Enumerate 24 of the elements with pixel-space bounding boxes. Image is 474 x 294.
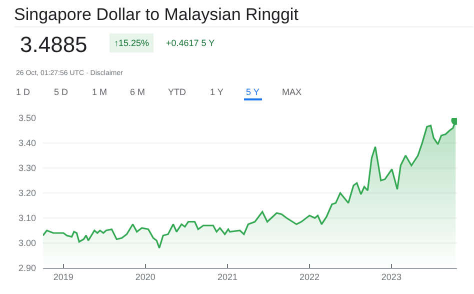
text: +0.4617 5 Y [166, 38, 215, 48]
x-tick-label: 2021 [218, 272, 238, 282]
text: 5 D [54, 87, 69, 97]
text: 1 Y [210, 87, 224, 97]
text: YTD [168, 87, 186, 97]
text: 1 M [92, 87, 108, 97]
y-tick-label: 2.90 [18, 263, 36, 274]
y-tick-label: 3.00 [18, 238, 36, 248]
text: 1 D [16, 87, 31, 97]
text: 3.4885 [20, 32, 88, 57]
y-tick-label: 3.20 [18, 188, 36, 198]
text: ↑15.25% [114, 38, 150, 48]
text: MAX [282, 87, 302, 97]
text: 6 M [130, 87, 146, 97]
y-tick-label: 3.10 [18, 213, 36, 224]
text: 5 Y [246, 87, 260, 97]
x-tick-label: 2019 [53, 272, 74, 282]
x-tick-label: 2020 [135, 272, 156, 282]
x-tick-label: 2022 [299, 272, 320, 282]
y-tick-label: 3.30 [18, 163, 36, 174]
x-tick-label: 2023 [381, 272, 402, 282]
y-tick-label: 3.40 [18, 138, 36, 148]
chart-title: Singapore Dollar to Malaysian Ringgit [14, 4, 299, 24]
y-tick-label: 3.50 [18, 113, 36, 124]
